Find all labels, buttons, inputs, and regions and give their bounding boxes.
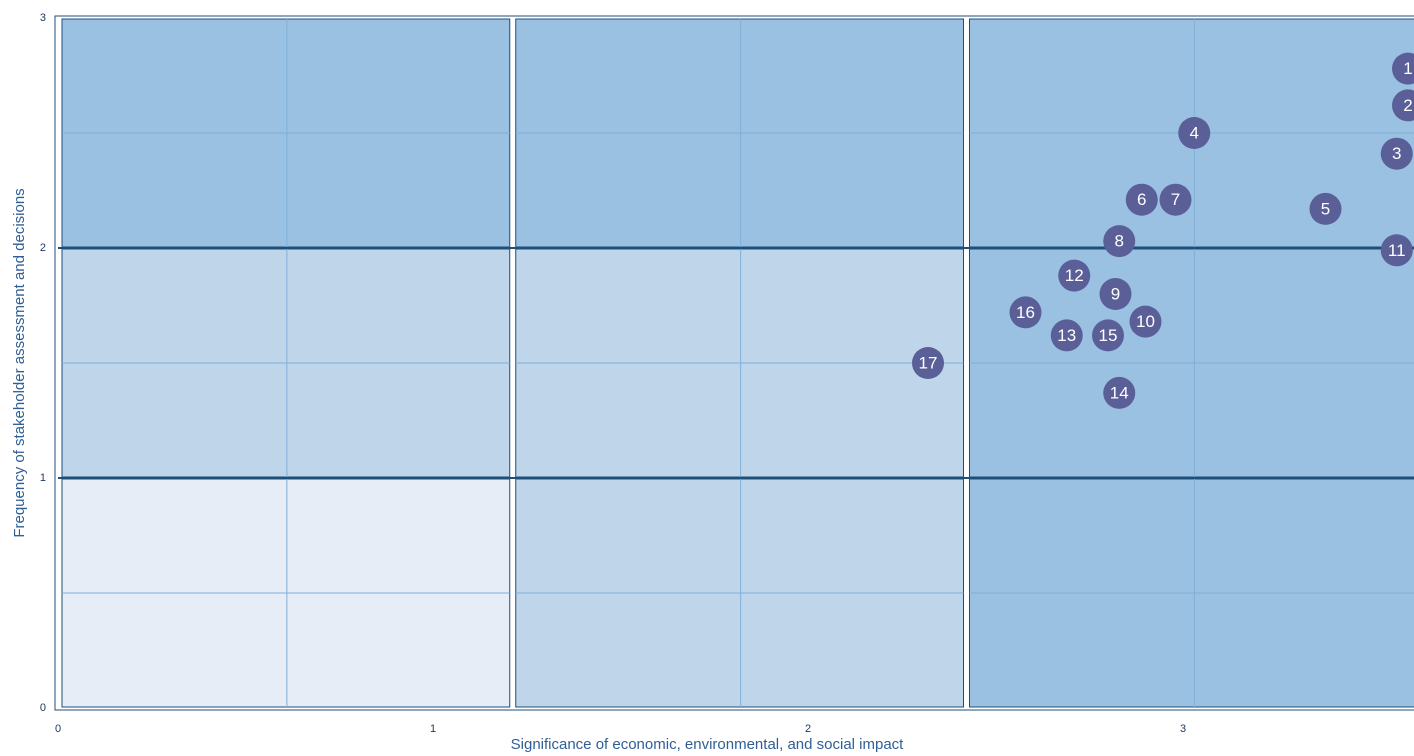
point-label: 17 xyxy=(919,353,938,372)
point-marker xyxy=(1392,52,1414,85)
point-label: 4 xyxy=(1190,123,1199,142)
point: 12 xyxy=(1058,259,1091,292)
point-marker xyxy=(1103,225,1136,258)
point: 1 xyxy=(1392,52,1414,85)
point-label: 2 xyxy=(1403,96,1412,115)
point-marker xyxy=(1129,305,1162,338)
point-label: 7 xyxy=(1171,190,1180,209)
y-tick-label: 1 xyxy=(40,472,46,484)
point-marker xyxy=(1050,319,1083,352)
point-marker xyxy=(1103,376,1136,409)
point-marker xyxy=(912,347,944,379)
x-tick-label: 1 xyxy=(430,723,436,735)
point-label: 11 xyxy=(1388,241,1406,260)
point-label: 13 xyxy=(1057,326,1076,345)
x-tick-label: 2 xyxy=(805,723,811,735)
point: 10 xyxy=(1129,305,1162,338)
point-label: 12 xyxy=(1065,266,1084,285)
point: 5 xyxy=(1309,192,1342,225)
point-label: 6 xyxy=(1137,190,1146,209)
point-label: 14 xyxy=(1110,383,1129,402)
point-label: 9 xyxy=(1111,284,1120,303)
y-axis-label: Frequency of stakeholder assessment and … xyxy=(11,188,28,537)
point-marker xyxy=(1380,234,1413,267)
point-marker xyxy=(1125,183,1158,216)
point: 11 xyxy=(1380,234,1413,267)
x-tick-label: 0 xyxy=(55,723,61,735)
point-marker xyxy=(1099,278,1132,310)
x-axis-label: Significance of economic, environmental,… xyxy=(511,736,905,753)
point-marker xyxy=(1178,117,1211,149)
point-marker xyxy=(1092,319,1124,352)
point-label: 15 xyxy=(1099,326,1118,345)
point-marker xyxy=(1392,89,1414,122)
point: 2 xyxy=(1392,89,1414,122)
point: 13 xyxy=(1050,319,1083,352)
point: 9 xyxy=(1099,278,1132,310)
y-tick-label: 3 xyxy=(40,12,46,24)
point-label: 10 xyxy=(1136,312,1155,331)
point: 14 xyxy=(1103,376,1136,409)
point-label: 5 xyxy=(1321,199,1330,218)
point: 3 xyxy=(1380,137,1413,170)
point-label: 8 xyxy=(1115,232,1124,251)
point-label: 16 xyxy=(1016,303,1035,322)
point-marker xyxy=(1380,137,1413,170)
point-marker xyxy=(1309,192,1342,225)
point: 7 xyxy=(1159,183,1192,216)
point-marker xyxy=(1159,183,1192,216)
point: 6 xyxy=(1125,183,1158,216)
point: 15 xyxy=(1092,319,1124,352)
point: 4 xyxy=(1178,117,1211,149)
point-marker xyxy=(1058,259,1091,292)
point-label: 1 xyxy=(1403,59,1412,78)
point-marker xyxy=(1009,296,1042,329)
point: 16 xyxy=(1009,296,1042,329)
point: 8 xyxy=(1103,225,1136,258)
point: 17 xyxy=(912,347,944,379)
x-tick-label: 3 xyxy=(1180,723,1186,735)
y-tick-label: 2 xyxy=(40,242,46,254)
point-label: 3 xyxy=(1392,144,1401,163)
y-tick-label: 0 xyxy=(40,702,46,714)
